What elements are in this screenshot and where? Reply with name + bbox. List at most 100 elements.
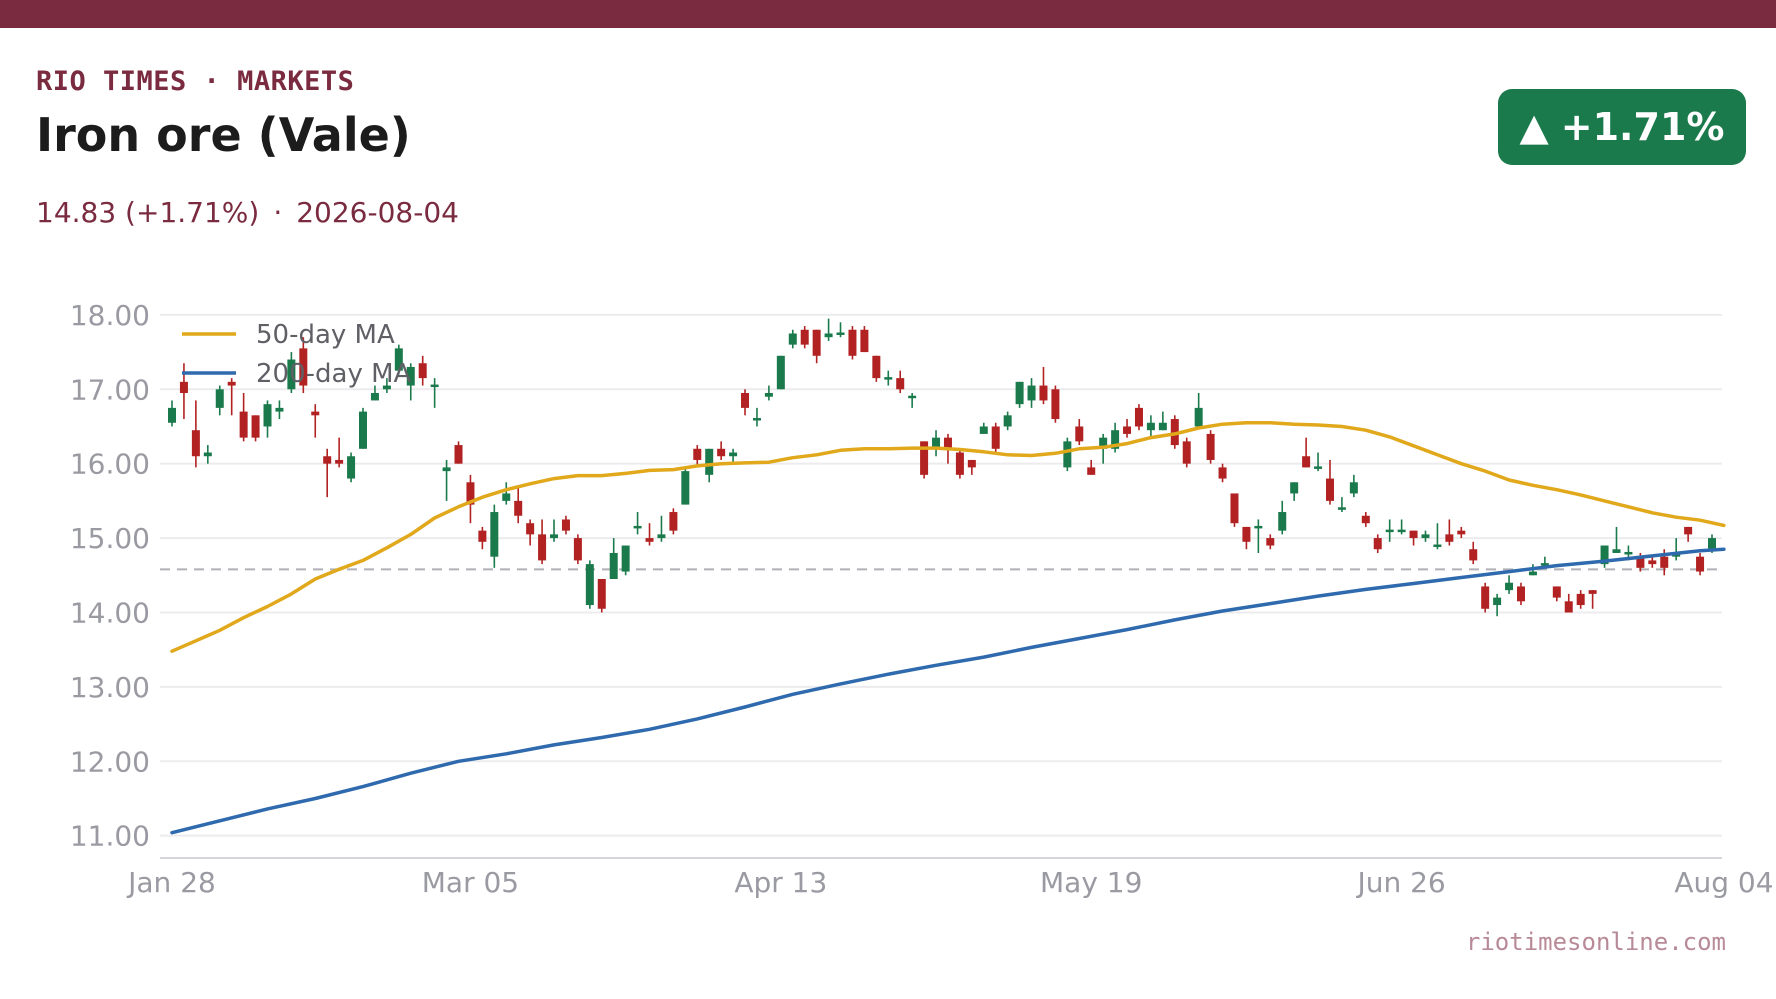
candle-body bbox=[1087, 467, 1096, 475]
x-tick-label: May 19 bbox=[1040, 866, 1142, 899]
candle-body bbox=[1182, 441, 1191, 464]
candle-body bbox=[1015, 381, 1024, 405]
candle-body bbox=[179, 381, 188, 393]
candle-body bbox=[872, 355, 881, 379]
badge-value: +1.71% bbox=[1560, 105, 1725, 149]
candle-body bbox=[1146, 422, 1155, 431]
candle-body bbox=[1361, 515, 1370, 524]
candle-body bbox=[1039, 385, 1048, 401]
candle-body bbox=[347, 456, 356, 479]
candle-body bbox=[1636, 556, 1645, 568]
candle-body bbox=[191, 430, 200, 457]
candle-body bbox=[1505, 582, 1514, 591]
candle-body bbox=[920, 441, 929, 475]
candle-body bbox=[788, 333, 797, 345]
candle-body bbox=[1612, 549, 1621, 553]
candle-body bbox=[1600, 545, 1609, 565]
candle-body bbox=[812, 329, 821, 356]
candle-body bbox=[466, 482, 475, 505]
candle-body bbox=[681, 471, 690, 505]
candle-body bbox=[1660, 556, 1669, 568]
candle-body bbox=[263, 404, 272, 427]
candle-body bbox=[382, 385, 391, 390]
page-title: Iron ore (Vale) bbox=[36, 108, 411, 162]
candle-body bbox=[955, 452, 964, 475]
candle-body bbox=[1337, 507, 1346, 510]
candle-body bbox=[1242, 526, 1251, 542]
candle-body bbox=[1314, 466, 1323, 469]
legend-label-ma200: 200-day MA bbox=[256, 359, 412, 389]
x-tick-label: Mar 05 bbox=[422, 866, 519, 899]
candle-body bbox=[1158, 422, 1167, 431]
candle-body bbox=[1111, 430, 1120, 449]
y-tick-label: 15.00 bbox=[70, 522, 150, 555]
candle-body bbox=[1397, 529, 1406, 533]
candle-body bbox=[227, 381, 236, 386]
candle-body bbox=[168, 407, 176, 423]
quote-date: 2026-08-04 bbox=[296, 196, 459, 229]
candle-body bbox=[1266, 538, 1275, 546]
candle-body bbox=[1003, 415, 1012, 427]
candle-body bbox=[1445, 534, 1454, 542]
candle-body bbox=[645, 538, 654, 542]
candle-body bbox=[1349, 482, 1358, 494]
candle-body bbox=[693, 448, 702, 460]
candle-body bbox=[979, 426, 988, 434]
candle-body bbox=[1696, 556, 1705, 572]
x-tick-label: Jun 26 bbox=[1355, 866, 1445, 899]
candle-body bbox=[621, 545, 630, 572]
candle-body bbox=[418, 363, 427, 379]
candle-body bbox=[1552, 586, 1561, 598]
candle-body bbox=[1588, 590, 1597, 594]
candle-body bbox=[1134, 407, 1143, 427]
candle-body bbox=[633, 525, 642, 529]
candle-body bbox=[1075, 426, 1084, 442]
ma200-line bbox=[170, 547, 1726, 835]
y-tick-label: 17.00 bbox=[70, 373, 150, 406]
candle-body bbox=[502, 493, 511, 501]
candle-body bbox=[1516, 586, 1525, 602]
change-badge: ▲ +1.71% bbox=[1498, 89, 1746, 165]
price-change: 14.83 (+1.71%) bbox=[36, 196, 260, 229]
candle-body bbox=[1457, 530, 1466, 535]
candle-body bbox=[215, 389, 224, 408]
candle-body bbox=[1528, 571, 1537, 576]
candle-body bbox=[1481, 586, 1490, 609]
candle-body bbox=[860, 329, 869, 353]
candle-body bbox=[741, 393, 750, 408]
top-accent-bar bbox=[0, 0, 1776, 28]
price-summary: 14.83 (+1.71%) · 2026-08-04 bbox=[36, 196, 459, 229]
candle-body bbox=[1373, 538, 1382, 550]
candle-body bbox=[430, 384, 439, 388]
candle-body bbox=[1325, 478, 1334, 501]
ma50-line bbox=[170, 421, 1726, 653]
candle-body bbox=[597, 579, 606, 609]
legend-label-ma50: 50-day MA bbox=[256, 320, 395, 350]
candle-body bbox=[1218, 467, 1227, 479]
candle-body bbox=[1063, 441, 1072, 468]
candle-body bbox=[442, 467, 451, 472]
candle-body bbox=[1433, 544, 1442, 548]
candle-body bbox=[764, 393, 773, 397]
x-tick-label: Apr 13 bbox=[734, 866, 827, 899]
candle-body bbox=[1254, 525, 1263, 529]
y-tick-label: 14.00 bbox=[70, 596, 150, 629]
candle-body bbox=[848, 329, 857, 356]
candle-body bbox=[454, 445, 463, 464]
y-tick-label: 13.00 bbox=[70, 671, 150, 704]
candle-body bbox=[609, 552, 618, 579]
candle-body bbox=[657, 534, 666, 539]
candle-body bbox=[717, 448, 726, 457]
candle-body bbox=[1027, 385, 1036, 401]
candle-body bbox=[251, 415, 260, 438]
candle-body bbox=[1564, 601, 1573, 613]
candle-body bbox=[1469, 549, 1478, 561]
candle-body bbox=[1194, 407, 1203, 427]
candle-body bbox=[1230, 493, 1239, 524]
candle-body bbox=[1648, 560, 1657, 565]
candle-body bbox=[943, 437, 952, 449]
candle-body bbox=[359, 411, 368, 449]
y-tick-label: 16.00 bbox=[70, 448, 150, 481]
candle-body bbox=[1421, 534, 1430, 539]
